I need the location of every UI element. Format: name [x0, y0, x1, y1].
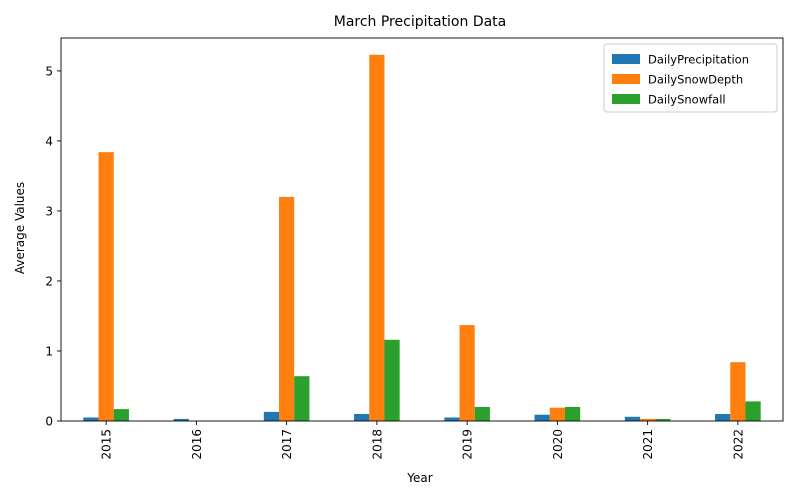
bar-DailySnowDepth-2019	[459, 325, 475, 421]
y-tick-label: 5	[45, 64, 53, 78]
legend: DailyPrecipitation DailySnowDepth DailySno…	[603, 43, 778, 113]
legend-swatch-DailySnowDepth	[612, 74, 640, 84]
bar-DailySnowfall-2021	[655, 418, 671, 421]
y-tick-label: 4	[45, 134, 53, 148]
bar-DailySnowDepth-2020	[549, 407, 565, 421]
bar-DailySnowfall-2018	[384, 339, 400, 421]
bar-DailyPrecipitation-2022	[715, 414, 731, 421]
y-tick-label: 2	[45, 274, 53, 288]
bar-DailySnowDepth-2021	[640, 418, 656, 421]
x-tick-label-2018: 2018	[370, 429, 384, 460]
x-tick-label-2020: 2020	[551, 429, 565, 460]
chart-title: March Precipitation Data	[334, 14, 507, 30]
legend-label-DailySnowDepth: DailySnowDepth	[648, 73, 743, 87]
legend-label-DailySnowfall: DailySnowfall	[648, 93, 726, 107]
x-tick-label-2021: 2021	[641, 429, 655, 460]
bar-DailyPrecipitation-2019	[444, 417, 460, 421]
bar-DailySnowDepth-2018	[369, 54, 385, 422]
bar-DailySnowDepth-2015	[98, 152, 114, 421]
bar-DailySnowDepth-2022	[730, 362, 746, 421]
bar-DailyPrecipitation-2021	[624, 416, 641, 421]
plot-area: 0 1 2 3 4 5 2015 2016 2017 2018 2019 2020 2021 2022	[45, 37, 784, 460]
x-axis-label: Year	[406, 471, 432, 485]
bar-DailyPrecipitation-2017	[263, 411, 280, 421]
bar-DailySnowfall-2022	[745, 401, 761, 421]
x-tick-label-2016: 2016	[190, 429, 204, 460]
bar-DailySnowDepth-2017	[279, 196, 295, 421]
bar-DailySnowfall-2020	[564, 407, 581, 421]
x-tick-label-2022: 2022	[731, 429, 745, 460]
legend-box	[603, 43, 778, 113]
y-tick-label: 1	[45, 344, 53, 358]
legend-swatch-DailyPrecipitation	[612, 54, 640, 64]
legend-swatch-DailySnowfall	[612, 94, 640, 104]
bar-DailyPrecipitation-2020	[534, 414, 550, 421]
x-tick-label-2019: 2019	[461, 429, 475, 460]
x-tick-label-2017: 2017	[280, 429, 294, 460]
axes-frame	[60, 37, 784, 422]
bar-DailySnowfall-2015	[113, 409, 129, 421]
legend-label-DailyPrecipitation: DailyPrecipitation	[648, 53, 749, 67]
bar-DailyPrecipitation-2015	[83, 417, 99, 421]
bar-DailySnowfall-2019	[474, 407, 490, 421]
x-tick-label-2015: 2015	[100, 429, 114, 460]
y-tick-label: 3	[45, 204, 53, 218]
bar-DailyPrecipitation-2018	[354, 414, 370, 421]
y-axis-label: Average Values	[13, 182, 27, 274]
bar-DailySnowfall-2017	[294, 376, 310, 421]
bar-DailyPrecipitation-2016	[173, 418, 189, 421]
y-tick-label: 0	[45, 415, 53, 429]
